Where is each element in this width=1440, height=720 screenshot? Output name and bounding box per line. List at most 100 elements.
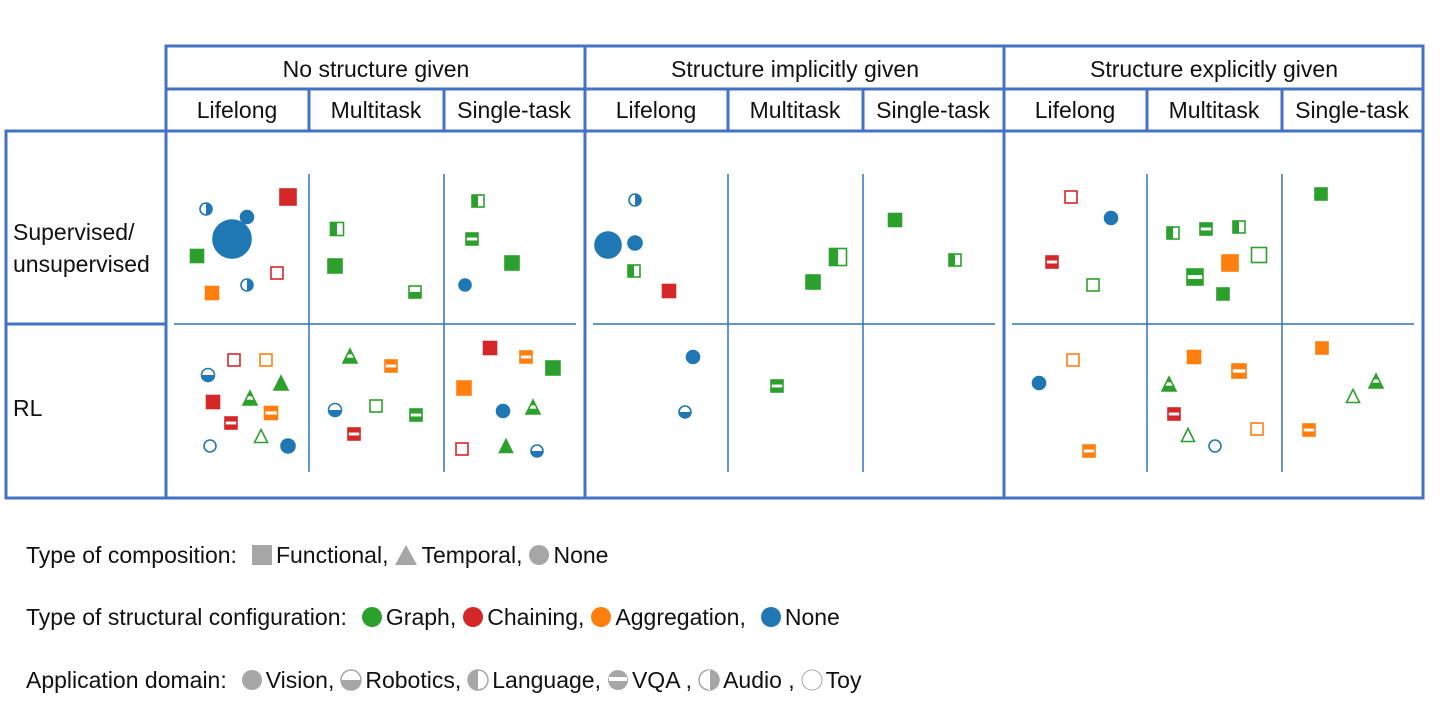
- group-header-no-structure: No structure given: [283, 56, 470, 82]
- marker-square-graph-vision: [1216, 287, 1230, 301]
- legend-domain: Application domain: Vision, Robotics, La…: [26, 665, 863, 695]
- marker-square-graph-vision: [189, 248, 205, 264]
- marker-circle-none-vision: [458, 278, 472, 292]
- legend-temporal-label: Temporal,: [421, 542, 523, 568]
- marker-square-graph-toy: [1086, 278, 1100, 292]
- marker-circle-none-vision: [1031, 375, 1047, 391]
- marker-circle-none-audio: [240, 278, 254, 292]
- subheader-multitask-2: Multitask: [750, 97, 841, 123]
- marker-square-graph-vision: [887, 212, 903, 228]
- subheader-lifelong-3: Lifelong: [1035, 97, 1116, 123]
- marker-square-graph-vision: [545, 360, 561, 376]
- marker-triangle-graph-toy: [1180, 426, 1196, 443]
- marker-circle-none-vision: [495, 403, 511, 419]
- triangle-icon: [395, 545, 418, 565]
- legend-functional-item: Functional,: [247, 540, 389, 570]
- legend-graph-label: Graph,: [385, 604, 457, 630]
- marker-square-graph-language: [948, 253, 962, 267]
- marker-square-chaining-toy: [227, 353, 241, 367]
- marker-square-graph-vqa: [465, 232, 479, 246]
- row-label-supervised-line1: Supervised/: [13, 219, 135, 245]
- legend-toy-label: Toy: [825, 667, 862, 693]
- vision-icon: [241, 670, 262, 690]
- marker-triangle-graph-vqa: [524, 398, 542, 415]
- legend-vqa-item: VQA ,: [603, 665, 692, 695]
- marker-circle-none-vision: [685, 349, 701, 365]
- marker-circle-none-robotics: [530, 444, 544, 458]
- marker-circle-none-toy: [203, 439, 217, 453]
- legend-none-composition-label: None: [553, 542, 609, 568]
- legend-graph-item: Graph,: [357, 602, 456, 632]
- robotics-icon: [340, 669, 363, 691]
- marker-circle-none-vision: [280, 438, 296, 454]
- legend-functional-label: Functional,: [275, 542, 389, 568]
- marker-square-aggregation-vqa: [1302, 423, 1316, 437]
- marker-circle-none-vision: [1103, 210, 1119, 226]
- legend-none-composition-item: None: [524, 540, 608, 570]
- marker-square-graph-language: [828, 247, 848, 267]
- marker-square-graph-toy: [369, 399, 383, 413]
- marker-square-aggregation-vision: [1315, 341, 1329, 355]
- legend-robotics-item: Robotics,: [336, 665, 461, 695]
- marker-square-graph-language: [1166, 226, 1180, 240]
- marker-square-graph-vision: [327, 258, 343, 274]
- marker-square-aggregation-toy: [259, 353, 273, 367]
- group-header-explicit: Structure explicitly given: [1090, 56, 1338, 82]
- marker-circle-none-vision: [212, 219, 252, 259]
- graph-dot-icon: [361, 607, 382, 627]
- legend-temporal-item: Temporal,: [390, 540, 522, 570]
- marker-circle-none-audio: [628, 193, 642, 207]
- marker-square-chaining-vision: [482, 340, 498, 356]
- legend-chaining-label: Chaining,: [487, 604, 585, 630]
- legend-audio-label: Audio ,: [723, 667, 795, 693]
- legend-language-label: Language,: [492, 667, 601, 693]
- group-header-implicit: Structure implicitly given: [671, 56, 919, 82]
- legend-chaining-item: Chaining,: [458, 602, 584, 632]
- marker-circle-none-robotics: [327, 402, 343, 418]
- marker-triangle-graph-vqa: [341, 347, 359, 364]
- marker-square-graph-vision: [1314, 187, 1328, 201]
- audio-icon: [698, 669, 720, 691]
- marker-square-chaining-toy: [1064, 190, 1078, 204]
- grid-headers: No structure given Structure implicitly …: [13, 56, 1409, 421]
- marker-triangle-graph-vqa: [1367, 372, 1385, 389]
- marker-layer: [189, 187, 1385, 458]
- marker-triangle-graph-toy: [253, 427, 269, 444]
- row-label-border: [4, 129, 168, 500]
- marker-square-chaining-vqa: [347, 427, 361, 441]
- marker-square-graph-robotics: [408, 285, 422, 299]
- marker-square-graph-vqa: [770, 379, 784, 393]
- legend-aggregation-item: Aggregation,: [586, 602, 746, 632]
- marker-triangle-graph-vqa: [241, 389, 259, 406]
- legend-domain-label: Application domain:: [26, 667, 227, 693]
- legend-composition: Type of composition: Functional, Tempora…: [26, 540, 610, 570]
- marker-square-graph-vision: [504, 255, 520, 271]
- legend-vision-item: Vision,: [237, 665, 334, 695]
- legend-composition-label: Type of composition:: [26, 542, 237, 568]
- marker-square-chaining-toy: [270, 266, 284, 280]
- legend-configuration: Type of structural configuration: Graph,…: [26, 602, 842, 632]
- grid-frame: [4, 44, 1425, 500]
- toy-icon: [801, 669, 823, 691]
- subheader-multitask-1: Multitask: [331, 97, 422, 123]
- marker-square-graph-vqa: [409, 408, 423, 422]
- marker-circle-none-vision: [239, 209, 255, 225]
- marker-square-chaining-vision: [279, 188, 297, 206]
- legend-configuration-label: Type of structural configuration:: [26, 604, 347, 630]
- marker-triangle-graph-vqa: [1160, 375, 1178, 392]
- legend-vqa-label: VQA ,: [631, 667, 693, 693]
- marker-square-aggregation-vqa: [1231, 363, 1247, 379]
- legend-audio-item: Audio ,: [694, 665, 795, 695]
- marker-circle-none-toy: [1208, 439, 1222, 453]
- legend-toy-item: Toy: [797, 665, 862, 695]
- marker-square-graph-language: [329, 221, 345, 237]
- row-label-supervised-line2: unsupervised: [13, 251, 150, 277]
- marker-square-graph-language: [627, 264, 641, 278]
- marker-square-graph-toy: [1250, 246, 1268, 264]
- subheader-multitask-3: Multitask: [1169, 97, 1260, 123]
- marker-square-aggregation-toy: [1250, 422, 1264, 436]
- marker-square-aggregation-vision: [456, 380, 472, 396]
- legend-none-config-label: None: [784, 604, 840, 630]
- marker-circle-none-vision: [594, 231, 622, 259]
- marker-triangle-graph-toy: [1345, 387, 1361, 404]
